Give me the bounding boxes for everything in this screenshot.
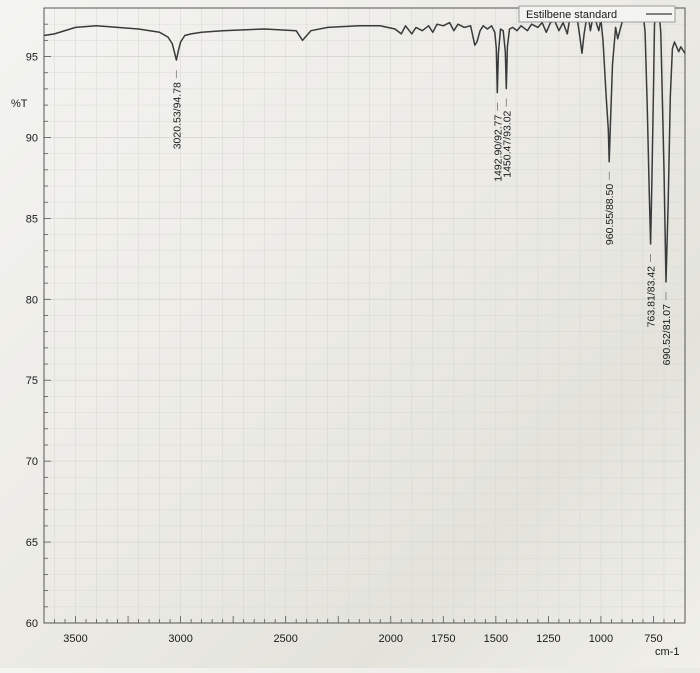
peak-label: 690.52/81.07 [661,304,673,365]
grid-layer [44,7,685,623]
y-tick-label: 90 [26,132,38,144]
x-tick-label: 1750 [431,633,455,645]
peak-label: 960.55/88.50 [604,184,616,245]
peak-label: 763.81/83.42 [646,266,658,327]
series-layer [43,7,686,283]
legend-box [518,5,676,23]
x-tick-label: 1000 [589,633,613,645]
x-tick-label: 750 [644,633,662,645]
y-tick-label: 75 [26,375,38,387]
spectrum-line [43,7,686,283]
peak-label: 1450.47/93.02 [501,110,513,177]
y-axis-label: %T [11,98,28,110]
y-tick-label: 60 [26,618,38,630]
y-tick-label: 70 [26,456,38,468]
axis-layer: 3500 3000 2500 2000 1750 1500 1250 1000 750 60 65 7… [26,7,686,645]
x-tick-label: 3500 [63,633,87,645]
legend: Estilbene standard [518,5,676,23]
y-tick-label: 85 [26,213,38,225]
legend-label: Estilbene standard [526,9,617,21]
x-tick-label: 3000 [168,633,192,645]
x-tick-label: 1500 [484,633,508,645]
x-tick-label: 2000 [379,633,403,645]
y-tick-label: 65 [26,537,38,549]
peak-label: 1492.90/92.77 [492,114,504,181]
y-tick-label: 95 [26,52,38,64]
x-axis-label: cm-1 [655,646,679,658]
peak-label: 3020.53/94.78 [171,82,183,149]
y-tick-label: 80 [26,294,38,306]
x-tick-label: 1250 [536,633,560,645]
x-tick-label: 2500 [273,633,297,645]
